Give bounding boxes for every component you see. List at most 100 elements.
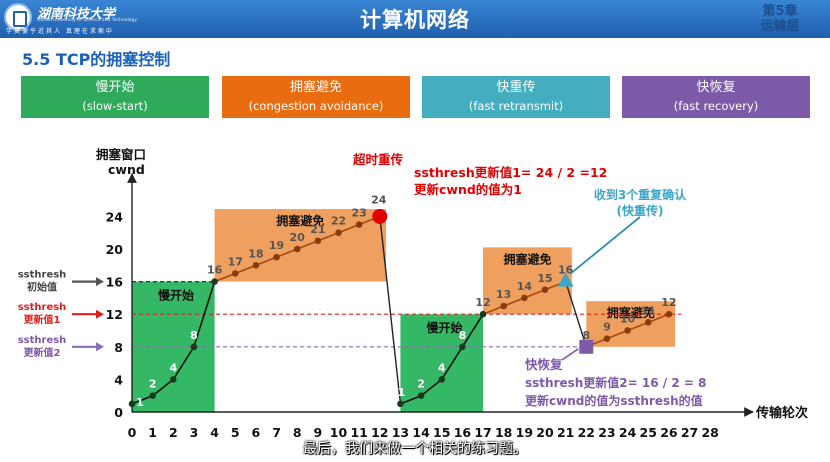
fast-retransmit-marker-icon — [557, 272, 574, 287]
data-label: 12 — [661, 296, 676, 309]
data-label: 19 — [269, 239, 284, 252]
x-tick-label: 27 — [681, 425, 698, 440]
phase-name: 快恢复 — [696, 80, 736, 95]
series-segment — [503, 297, 525, 307]
data-point — [170, 376, 177, 383]
phase-fast-recovery: 快恢复 (fast recovery) — [622, 76, 810, 118]
axis-ticks: 0 1 2 3 4 5 6 7 8 9 10 11 12 13 14 15 16 17 18 19 20 21 22 23 24… — [106, 209, 719, 440]
phase-region-label: 拥塞避免 — [503, 251, 551, 266]
series-segment — [627, 321, 649, 332]
phase-region-label: 拥塞避免 — [276, 213, 324, 228]
series-segment — [564, 281, 587, 348]
phase-region-0 — [132, 281, 215, 412]
x-tick-label: 11 — [350, 425, 367, 440]
data-label: 15 — [537, 272, 552, 285]
annotations: ssthresh更新值1= 24 / 2 =12 更新cwnd的值为1 收到3个重复… — [414, 165, 706, 408]
series-segment — [214, 272, 236, 283]
data-point — [211, 278, 218, 285]
threshold-arrowhead-icon — [96, 277, 104, 287]
data-point — [355, 221, 363, 228]
x-tick-label: 2 — [169, 425, 178, 440]
series-segment — [338, 223, 360, 234]
series-segment — [296, 240, 319, 250]
phase-slow-start: 慢开始 (slow-start) — [21, 76, 209, 118]
x-axis-label: 传输轮次 — [755, 405, 808, 421]
y-tick-label: 0 — [114, 405, 123, 420]
data-point — [314, 237, 322, 245]
y-tick-label: 24 — [106, 209, 124, 224]
data-point — [541, 286, 549, 294]
chapter-name: 运输层 — [760, 19, 800, 34]
data-point — [335, 229, 342, 236]
y-tick-label: 4 — [114, 372, 123, 387]
data-label: 16 — [207, 264, 223, 277]
timeout-note-line2: 更新cwnd的值为1 — [414, 182, 522, 197]
series-segment — [172, 346, 195, 380]
fast-retransmit-note-line2: (快重传) — [617, 203, 664, 218]
data-point — [128, 400, 136, 408]
data-label: 8 — [459, 329, 467, 342]
x-tick-label: 15 — [433, 425, 450, 440]
x-tick-label: 28 — [701, 425, 718, 440]
data-point — [231, 270, 239, 277]
series-segment — [152, 378, 174, 397]
threshold-label-line2: 更新值1 — [24, 313, 61, 326]
x-tick-label: 0 — [128, 425, 137, 440]
data-point — [417, 392, 425, 400]
series-segment — [647, 313, 670, 324]
y-tick-label: 12 — [106, 307, 123, 322]
phase-region-label: 慢开始 — [158, 288, 194, 303]
data-point — [479, 310, 487, 318]
data-label: 2 — [417, 378, 425, 391]
timeout-marker-icon — [372, 208, 388, 224]
fast-retransmit-pointer — [570, 216, 641, 275]
phase-region-3 — [483, 247, 572, 315]
x-tick-label: 17 — [474, 425, 491, 440]
threshold-arrowhead-icon — [96, 309, 104, 319]
fast-recovery-marker-icon — [579, 339, 594, 354]
data-label: 21 — [310, 223, 325, 236]
data-point — [521, 294, 528, 302]
x-tick-label: 25 — [640, 425, 657, 440]
phase-name: 拥塞避免 — [289, 80, 342, 95]
recovery-note-line2: 更新cwnd的值为ssthresh的值 — [525, 393, 703, 408]
y-tick-label: 20 — [106, 242, 124, 257]
y-tick-label: 16 — [106, 275, 124, 290]
timeout-note-line1: ssthresh更新值1= 24 / 2 =12 — [414, 165, 607, 180]
data-label: 17 — [228, 255, 243, 268]
data-point — [500, 302, 508, 310]
series-segment — [524, 289, 546, 299]
header-bar: 湖南科技大学 Hunan University of Science and T… — [0, 0, 830, 38]
data-label: 1 — [136, 396, 144, 409]
course-title: 计算机网络 — [360, 8, 470, 32]
data-label: 14 — [517, 280, 533, 293]
chart-axes — [127, 173, 754, 417]
data-label: 22 — [331, 215, 346, 228]
data-label: 23 — [351, 207, 366, 220]
phase-region-label: 拥塞避免 — [607, 305, 655, 320]
data-point — [149, 392, 156, 400]
data-point — [252, 262, 260, 269]
data-point — [665, 310, 673, 318]
timeout-label: 超时重传 — [352, 152, 404, 167]
fast-retransmit-note-line1: 收到3个重复确认 — [594, 187, 687, 202]
x-tick-label: 24 — [619, 425, 637, 440]
series-segment — [276, 248, 298, 258]
x-tick-label: 10 — [330, 425, 348, 440]
data-point — [397, 400, 404, 408]
chapter-label: 第5章 运输层 — [750, 4, 810, 34]
data-point — [293, 245, 301, 253]
x-tick-label: 18 — [495, 425, 512, 440]
x-tick-label: 12 — [371, 425, 388, 440]
phase-region-4 — [586, 301, 676, 347]
threshold-label-line1: ssthresh — [18, 302, 67, 313]
data-point — [603, 335, 611, 342]
logo-english-name: Hunan University of Science and Technolo… — [37, 18, 138, 23]
threshold-label-line1: ssthresh — [18, 270, 67, 281]
x-tick-label: 14 — [412, 425, 430, 440]
logo-name: 湖南科技大学 — [37, 7, 116, 22]
fast-recovery-pointer — [561, 348, 579, 361]
data-label: 11 — [641, 304, 656, 317]
series-segment — [482, 305, 504, 315]
university-emblem-icon — [4, 3, 32, 31]
